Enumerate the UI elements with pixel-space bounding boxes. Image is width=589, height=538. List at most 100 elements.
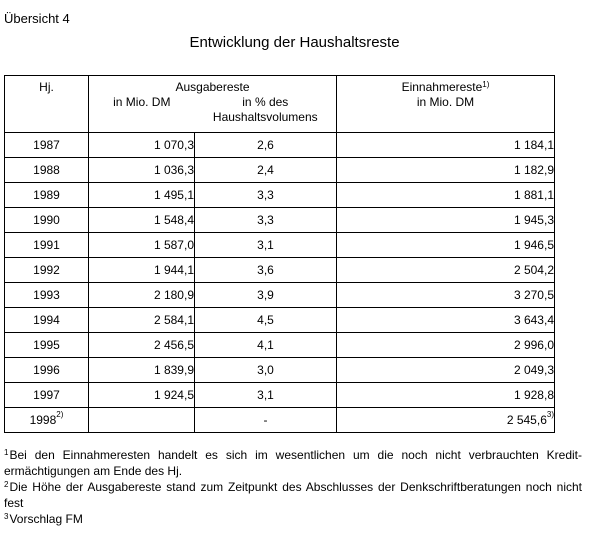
- einnahmereste-cell: 2 545,63): [336, 407, 555, 433]
- header-year-cell: Hj.: [4, 75, 89, 133]
- einnahmereste-cell-value: 2 996,0: [513, 338, 554, 352]
- einnahmereste-cell-value: 2 545,6: [506, 413, 547, 427]
- ausgabereste-dm-cell: 1 070,3: [88, 132, 195, 158]
- table-row: 1996 1 839,9 3,0 2 049,3: [4, 357, 555, 383]
- einnahmereste-cell-value: 1 881,1: [513, 188, 554, 202]
- year-cell-value: 1987: [33, 138, 60, 152]
- ausgabereste-dm-cell-value: 1 924,5: [153, 388, 194, 402]
- einnahmereste-cell: 2 049,3: [336, 357, 555, 383]
- ausgabereste-pct-cell: 2,6: [194, 132, 337, 158]
- year-cell: 1990: [4, 207, 89, 233]
- ausgabereste-pct-cell: -: [194, 407, 337, 433]
- ausgabereste-dm-cell: 1 924,5: [88, 382, 195, 408]
- ausgabereste-dm-cell: 1 944,1: [88, 257, 195, 283]
- table-row: 19982) - 2 545,63): [4, 407, 555, 433]
- year-cell: 1988: [4, 157, 89, 183]
- ausgabereste-pct-cell-value: 3,1: [257, 238, 274, 252]
- table-row: 1987 1 070,3 2,6 1 184,1: [4, 132, 555, 158]
- year-cell: 1989: [4, 182, 89, 208]
- year-cell: 1993: [4, 282, 89, 308]
- ausgabereste-dm-cell: [88, 407, 195, 433]
- einnahmereste-cell: 3 270,5: [336, 282, 555, 308]
- footnote-number: 2: [4, 480, 9, 489]
- table-title: Entwicklung der Haushaltsreste: [189, 34, 400, 51]
- einnahmereste-cell-footnote-mark: 3): [546, 410, 554, 419]
- header-ein-in-mio-dm: in Mio. DM: [416, 95, 475, 109]
- einnahmereste-cell: 1 946,5: [336, 232, 555, 258]
- ausgabereste-pct-cell-value: 3,6: [257, 263, 274, 277]
- footnote: 1Bei den Einnahmeresten handelt es sich …: [4, 447, 582, 479]
- year-cell: 19982): [4, 407, 89, 433]
- year-cell-value: 1990: [33, 213, 60, 227]
- ausgabereste-dm-cell-value: 1 036,3: [153, 163, 194, 177]
- year-cell-value: 1988: [33, 163, 60, 177]
- ausgabereste-pct-cell: 3,1: [194, 382, 337, 408]
- ausgabereste-pct-cell: 3,1: [194, 232, 337, 258]
- ausgabereste-dm-cell: 2 180,9: [88, 282, 195, 308]
- year-cell-value: 1995: [33, 338, 60, 352]
- year-cell-value: 1989: [33, 188, 60, 202]
- footnote-text: Bei den Einnahmeresten handelt es sich i…: [4, 448, 582, 478]
- ausgabereste-dm-cell: 2 584,1: [88, 307, 195, 333]
- year-cell-value: 1996: [33, 363, 60, 377]
- einnahmereste-cell-value: 1 928,8: [513, 388, 554, 402]
- einnahmereste-cell-value: 3 270,5: [513, 288, 554, 302]
- year-cell-value: 1998: [29, 413, 57, 427]
- ausgabereste-pct-cell-value: -: [263, 413, 268, 427]
- ausgabereste-pct-cell-value: 3,0: [257, 363, 274, 377]
- header-pct-line1: in % des: [242, 95, 289, 109]
- header-year: Hj.: [39, 80, 54, 94]
- data-table: Hj. Ausgabereste in Mio. DM in % des Hau…: [4, 75, 555, 433]
- footnote: 3Vorschlag FM: [4, 511, 582, 527]
- year-cell-value: 1997: [33, 388, 60, 402]
- header-in-mio-dm: in Mio. DM: [113, 95, 171, 109]
- einnahmereste-cell-value: 1 946,5: [513, 238, 554, 252]
- ausgabereste-pct-cell: 3,3: [194, 182, 337, 208]
- table-row: 1994 2 584,1 4,5 3 643,4: [4, 307, 555, 333]
- header-einnahmereste: Einnahmereste: [401, 80, 483, 94]
- einnahmereste-cell: 1 182,9: [336, 157, 555, 183]
- ausgabereste-dm-cell: 1 036,3: [88, 157, 195, 183]
- year-cell-value: 1992: [33, 263, 60, 277]
- ausgabereste-pct-cell-value: 3,9: [257, 288, 274, 302]
- year-cell: 1987: [4, 132, 89, 158]
- footnotes: 1Bei den Einnahmeresten handelt es sich …: [4, 447, 582, 527]
- ausgabereste-dm-cell-value: 1 944,1: [153, 263, 194, 277]
- header-row: Hj. Ausgabereste in Mio. DM in % des Hau…: [4, 75, 555, 133]
- year-cell: 1995: [4, 332, 89, 358]
- ausgabereste-dm-cell-value: 1 548,4: [153, 213, 194, 227]
- ausgabereste-dm-cell-value: 2 456,5: [153, 338, 194, 352]
- header-pct-line2: Haushaltsvolumens: [212, 110, 318, 124]
- year-cell: 1992: [4, 257, 89, 283]
- footnote-number: 3: [4, 512, 9, 521]
- ausgabereste-pct-cell: 2,4: [194, 157, 337, 183]
- ausgabereste-pct-cell: 4,1: [194, 332, 337, 358]
- ausgabereste-dm-cell-value: 1 587,0: [153, 238, 194, 252]
- ausgabereste-dm-cell-value: 2 180,9: [153, 288, 194, 302]
- ausgabereste-dm-cell: 2 456,5: [88, 332, 195, 358]
- overview-label: Übersicht 4: [4, 11, 70, 26]
- footnote-text: Die Höhe der Ausgabereste stand zum Zeit…: [4, 480, 582, 510]
- table-row: 1991 1 587,0 3,1 1 946,5: [4, 232, 555, 258]
- header-ausgabereste-cell: Ausgabereste in Mio. DM in % des Haushal…: [88, 75, 337, 133]
- einnahmereste-cell-value: 1 184,1: [513, 138, 554, 152]
- ausgabereste-pct-cell: 3,6: [194, 257, 337, 283]
- header-pct-wrap: in % des Haushaltsvolumens: [195, 95, 336, 125]
- table-row: 1995 2 456,5 4,1 2 996,0: [4, 332, 555, 358]
- year-cell: 1991: [4, 232, 89, 258]
- einnahmereste-cell: 1 945,3: [336, 207, 555, 233]
- ausgabereste-pct-cell-value: 2,4: [257, 163, 274, 177]
- einnahmereste-cell-value: 3 643,4: [513, 313, 554, 327]
- footnote: 2Die Höhe der Ausgabereste stand zum Zei…: [4, 479, 582, 511]
- einnahmereste-cell: 1 184,1: [336, 132, 555, 158]
- ausgabereste-pct-cell-value: 3,1: [257, 388, 274, 402]
- table-row: 1990 1 548,4 3,3 1 945,3: [4, 207, 555, 233]
- einnahmereste-cell: 2 504,2: [336, 257, 555, 283]
- header-einnahmereste-sup: 1): [482, 80, 490, 89]
- ausgabereste-dm-cell-value: 1 839,9: [153, 363, 194, 377]
- einnahmereste-cell-value: 2 049,3: [513, 363, 554, 377]
- year-cell-value: 1991: [33, 238, 60, 252]
- table-row: 1992 1 944,1 3,6 2 504,2: [4, 257, 555, 283]
- ausgabereste-pct-cell-value: 3,3: [257, 188, 274, 202]
- header-einnahmereste-cell: Einnahmereste1) in Mio. DM: [336, 75, 555, 133]
